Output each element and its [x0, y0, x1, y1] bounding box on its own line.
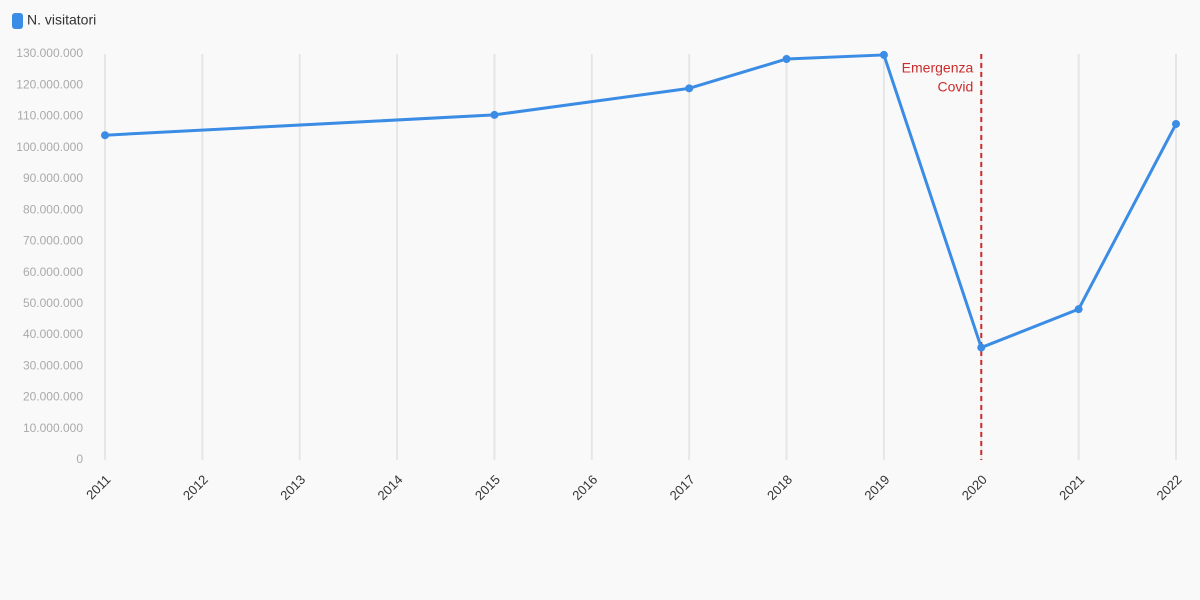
- x-tick-label: 2015: [472, 472, 503, 503]
- point: [782, 54, 791, 63]
- x-tick-label: 2011: [83, 472, 113, 502]
- point: [977, 343, 986, 352]
- x-tick-label: 2013: [277, 472, 308, 503]
- x-tick-label: 2016: [569, 472, 600, 503]
- legend-swatch: [12, 13, 23, 29]
- y-tick-label: 60.000.000: [23, 265, 83, 279]
- x-tick-label: 2019: [861, 472, 892, 503]
- y-tick-label: 10.000.000: [23, 421, 83, 435]
- y-tick-label: 110.000.000: [17, 109, 83, 123]
- point: [685, 84, 694, 93]
- line: [104, 53, 1178, 350]
- y-tick-label: 90.000.000: [23, 171, 83, 185]
- point: [1074, 305, 1083, 314]
- x-tick-label: 2020: [959, 472, 990, 503]
- annotation-label: Covid: [937, 79, 973, 95]
- point: [490, 110, 499, 119]
- y-tick-label: 50.000.000: [23, 296, 83, 310]
- x-tick-label: 2012: [180, 472, 211, 503]
- y-tick-label: 100.000.000: [16, 140, 83, 154]
- point: [1172, 119, 1180, 128]
- x-tick-label: 2022: [1153, 472, 1184, 503]
- y-tick-label: 130.000.000: [16, 46, 83, 60]
- y-tick-label: 70.000.000: [23, 234, 83, 248]
- legend-label: N. visitatori: [27, 12, 96, 28]
- point: [101, 131, 109, 140]
- x-tick-label: 2021: [1056, 472, 1087, 503]
- annotation-label: Emergenza: [902, 60, 974, 76]
- y-tick-label: 40.000.000: [23, 327, 83, 341]
- y-tick-label: 0: [76, 452, 83, 466]
- point: [879, 50, 888, 59]
- y-tick-label: 20.000.000: [23, 390, 83, 404]
- y-tick-label: 80.000.000: [23, 202, 83, 216]
- x-tick-label: 2014: [375, 472, 406, 503]
- y-tick-label: 30.000.000: [23, 358, 83, 372]
- y-tick-label: 120.000.000: [16, 77, 83, 91]
- x-tick-label: 2017: [667, 472, 698, 503]
- x-tick-label: 2018: [764, 472, 795, 503]
